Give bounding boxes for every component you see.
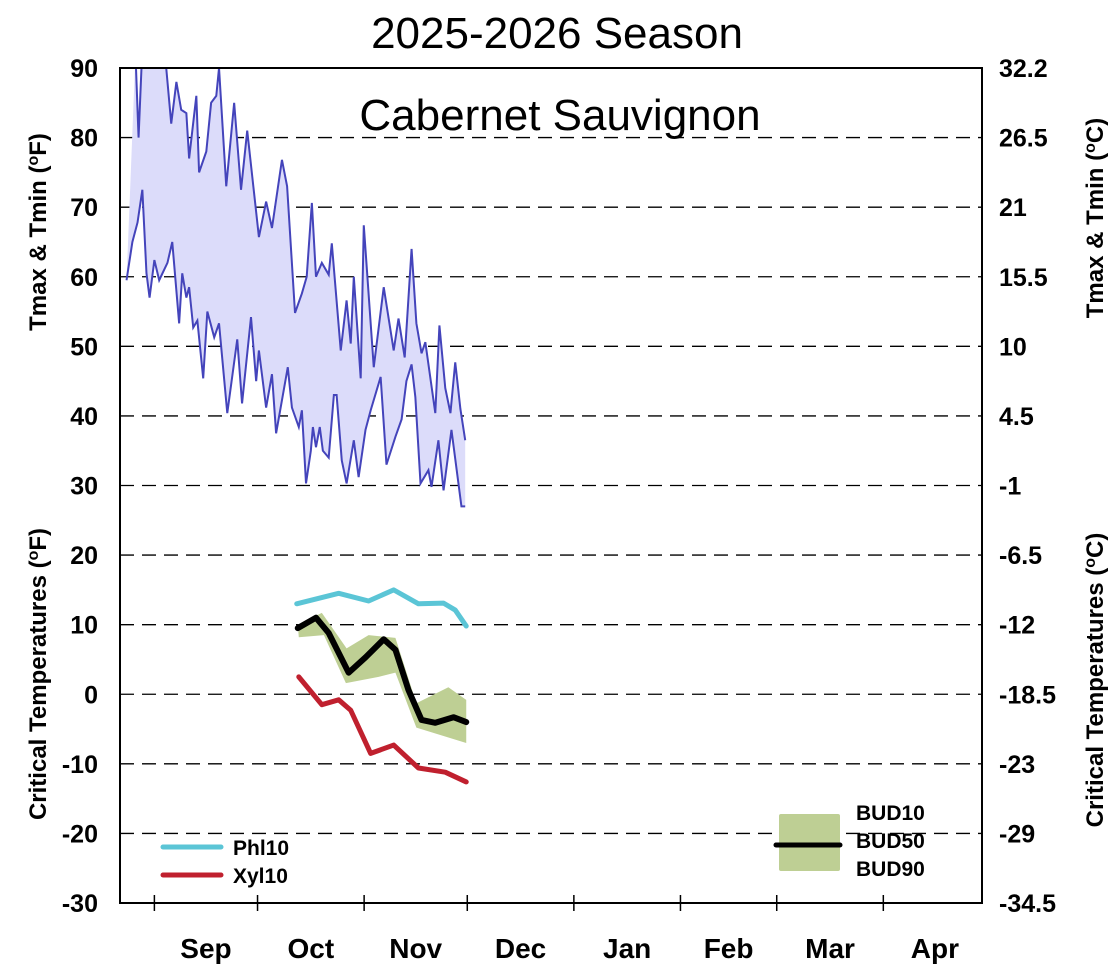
- xyl10-line: [296, 674, 469, 785]
- month-label: Oct: [287, 933, 334, 964]
- left-tick-label: -30: [62, 890, 98, 918]
- chart-subtitle: Cabernet Sauvignon: [359, 91, 760, 140]
- left-tick-label: 60: [70, 264, 98, 292]
- bud50-line: [294, 614, 470, 726]
- month-label: Nov: [389, 933, 442, 964]
- left-ylabel-top: Tmax & Tmin (oF): [25, 133, 53, 331]
- month-label: Sep: [180, 933, 231, 964]
- legend-label-phl10: Phl10: [233, 837, 289, 860]
- left-tick-label: -10: [62, 751, 98, 779]
- right-ylabel-top: Tmax & Tmin (oC): [1082, 118, 1110, 318]
- left-tick-label: 70: [70, 194, 98, 222]
- month-label: Mar: [805, 933, 855, 964]
- right-tick-label: 26.5: [999, 125, 1048, 153]
- chart-title: 2025-2026 Season: [371, 9, 743, 58]
- right-tick-label: 10: [999, 333, 1027, 361]
- right-tick-label: -34.5: [999, 890, 1056, 918]
- left-tick-label: 10: [70, 612, 98, 640]
- left-tick-label: 0: [84, 681, 98, 709]
- left-tick-label: 50: [70, 333, 98, 361]
- left-tick-label: 30: [70, 473, 98, 501]
- right-tick-label: 15.5: [999, 264, 1048, 292]
- legend-label-xyl10: Xyl10: [233, 865, 288, 888]
- left-ylabel-bottom: Critical Temperatures (oF): [25, 528, 53, 820]
- temperature-series: [125, 68, 467, 508]
- critical-temperature-series: [294, 587, 470, 785]
- left-tick-label: 40: [70, 403, 98, 431]
- plot-frame: [119, 67, 983, 904]
- left-tick-label: 20: [70, 542, 98, 570]
- phl10-line: [294, 587, 469, 629]
- right-tick-label: -29: [999, 820, 1035, 848]
- right-tick-label: 21: [999, 194, 1027, 222]
- right-tick-label: -6.5: [999, 542, 1042, 570]
- right-ylabel-bottom: Critical Temperatures (oC): [1082, 533, 1110, 828]
- bud10-bud90-band: [297, 612, 467, 743]
- right-tick-label: -23: [999, 751, 1035, 779]
- legend-label-bud90: BUD90: [856, 858, 925, 881]
- left-tick-label: 90: [70, 55, 98, 83]
- left-tick-label: -20: [62, 820, 98, 848]
- tmin-line: [125, 189, 466, 508]
- right-tick-label: -12: [999, 612, 1035, 640]
- right-tick-label: 32.2: [999, 55, 1048, 83]
- month-label: Apr: [911, 933, 959, 964]
- temperature-range-fill: [126, 68, 466, 507]
- tmax-line: [134, 68, 467, 441]
- month-label: Jan: [603, 933, 651, 964]
- right-tick-label: -18.5: [999, 681, 1056, 709]
- legend-label-bud10: BUD10: [856, 802, 925, 825]
- legend-left: Phl10 Xyl10: [160, 837, 289, 888]
- left-tick-label: 80: [70, 125, 98, 153]
- right-tick-label: -1: [999, 473, 1021, 501]
- month-label: Feb: [704, 933, 754, 964]
- month-label: Dec: [495, 933, 546, 964]
- right-tick-label: 4.5: [999, 403, 1034, 431]
- legend-right: BUD10 BUD50 BUD90: [773, 802, 925, 881]
- legend-label-bud50: BUD50: [856, 830, 925, 853]
